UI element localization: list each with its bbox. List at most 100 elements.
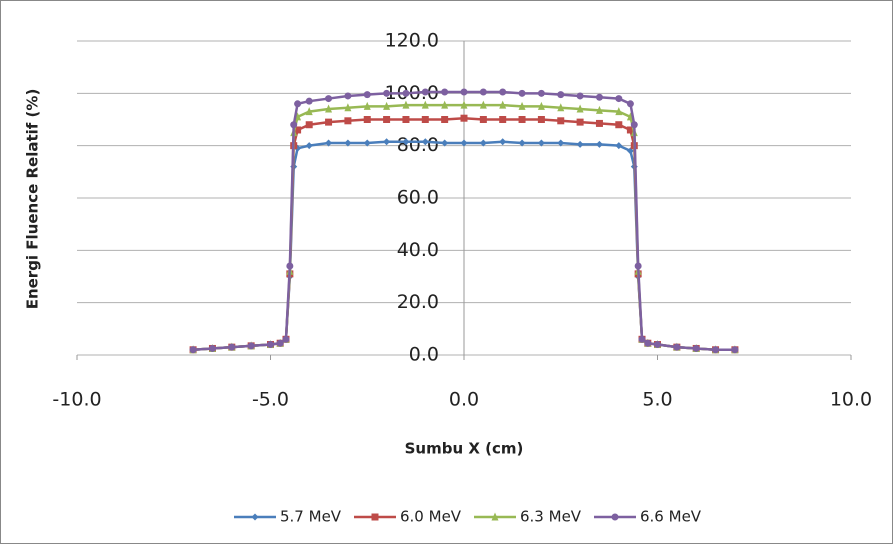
data-point <box>363 116 371 123</box>
data-point <box>344 92 352 100</box>
data-point <box>537 139 545 147</box>
x-tick-label: -5.0 <box>252 389 289 411</box>
data-point <box>518 116 526 123</box>
data-point <box>595 119 603 127</box>
data-point <box>557 91 565 99</box>
data-point <box>441 100 449 109</box>
data-point <box>294 100 302 108</box>
data-point <box>673 343 681 351</box>
data-point <box>421 88 429 96</box>
data-point <box>595 140 603 148</box>
data-point <box>344 103 352 112</box>
data-point <box>626 126 634 134</box>
data-point <box>402 116 410 123</box>
data-point <box>305 97 313 105</box>
data-point <box>402 89 410 97</box>
data-point <box>537 116 545 123</box>
data-point <box>441 88 449 96</box>
y-tick-label: 60.0 <box>397 187 439 209</box>
data-point <box>286 262 294 270</box>
data-point <box>611 513 619 521</box>
data-point <box>363 139 371 147</box>
data-point <box>305 107 313 116</box>
data-point <box>537 101 545 110</box>
data-point <box>276 339 284 347</box>
data-point <box>282 335 290 343</box>
data-point <box>634 262 642 270</box>
data-point <box>654 341 661 349</box>
data-point <box>189 346 197 354</box>
data-point <box>305 142 313 150</box>
data-point <box>479 100 487 109</box>
data-point <box>267 341 274 349</box>
data-point <box>518 101 526 110</box>
data-point <box>363 101 371 110</box>
data-point <box>441 116 449 123</box>
x-tick-label: 0.0 <box>449 389 479 411</box>
data-point <box>383 116 391 123</box>
data-point <box>402 138 410 146</box>
y-tick-label: 0.0 <box>409 344 439 366</box>
data-point <box>638 335 646 343</box>
data-point <box>712 346 720 354</box>
data-point <box>290 121 298 129</box>
data-point <box>595 93 603 101</box>
data-point <box>460 100 468 109</box>
legend-label: 6.0 MeV <box>400 508 462 526</box>
data-point <box>557 117 565 125</box>
x-tick-label: 5.0 <box>642 389 672 411</box>
data-point <box>421 116 429 123</box>
data-point <box>499 138 507 146</box>
data-point <box>491 512 499 521</box>
data-point <box>363 91 371 99</box>
data-point <box>383 138 391 146</box>
x-tick-label: 10.0 <box>830 389 872 411</box>
x-tick-label: -10.0 <box>52 389 101 411</box>
data-point <box>344 117 352 125</box>
data-point <box>630 121 638 129</box>
data-point <box>247 342 255 350</box>
data-point <box>576 118 584 126</box>
data-point <box>325 118 333 126</box>
y-tick-label: 120.0 <box>385 30 439 52</box>
data-point <box>537 89 545 97</box>
x-axis-title: Sumbu X (cm) <box>405 440 524 458</box>
data-point <box>479 139 487 147</box>
data-point <box>251 513 259 521</box>
data-point <box>644 339 652 347</box>
legend-label: 6.3 MeV <box>520 508 582 526</box>
data-point <box>499 116 507 123</box>
data-point <box>228 343 236 351</box>
data-point <box>344 139 352 147</box>
data-point <box>325 95 333 103</box>
data-point <box>325 104 333 113</box>
data-point <box>208 344 216 352</box>
data-point <box>615 121 623 129</box>
data-point <box>692 344 700 352</box>
data-point <box>595 105 603 114</box>
data-point <box>441 139 449 147</box>
legend-label: 6.6 MeV <box>640 508 702 526</box>
data-point <box>499 100 507 109</box>
data-point <box>371 513 379 521</box>
y-tick-label: 40.0 <box>397 239 439 261</box>
data-point <box>615 95 623 103</box>
data-point <box>383 101 391 110</box>
data-point <box>615 107 623 116</box>
data-point <box>305 121 313 129</box>
y-tick-label: 20.0 <box>397 291 439 313</box>
data-point <box>421 138 429 146</box>
data-point <box>518 139 526 147</box>
data-point <box>518 89 526 97</box>
data-point <box>460 139 468 147</box>
data-point <box>421 100 429 109</box>
y-axis-title: Energi Fluence Relatif (%) <box>24 89 42 310</box>
data-point <box>479 88 487 96</box>
data-point <box>615 142 623 150</box>
data-point <box>383 89 391 97</box>
data-point <box>460 88 468 96</box>
data-point <box>557 103 565 112</box>
